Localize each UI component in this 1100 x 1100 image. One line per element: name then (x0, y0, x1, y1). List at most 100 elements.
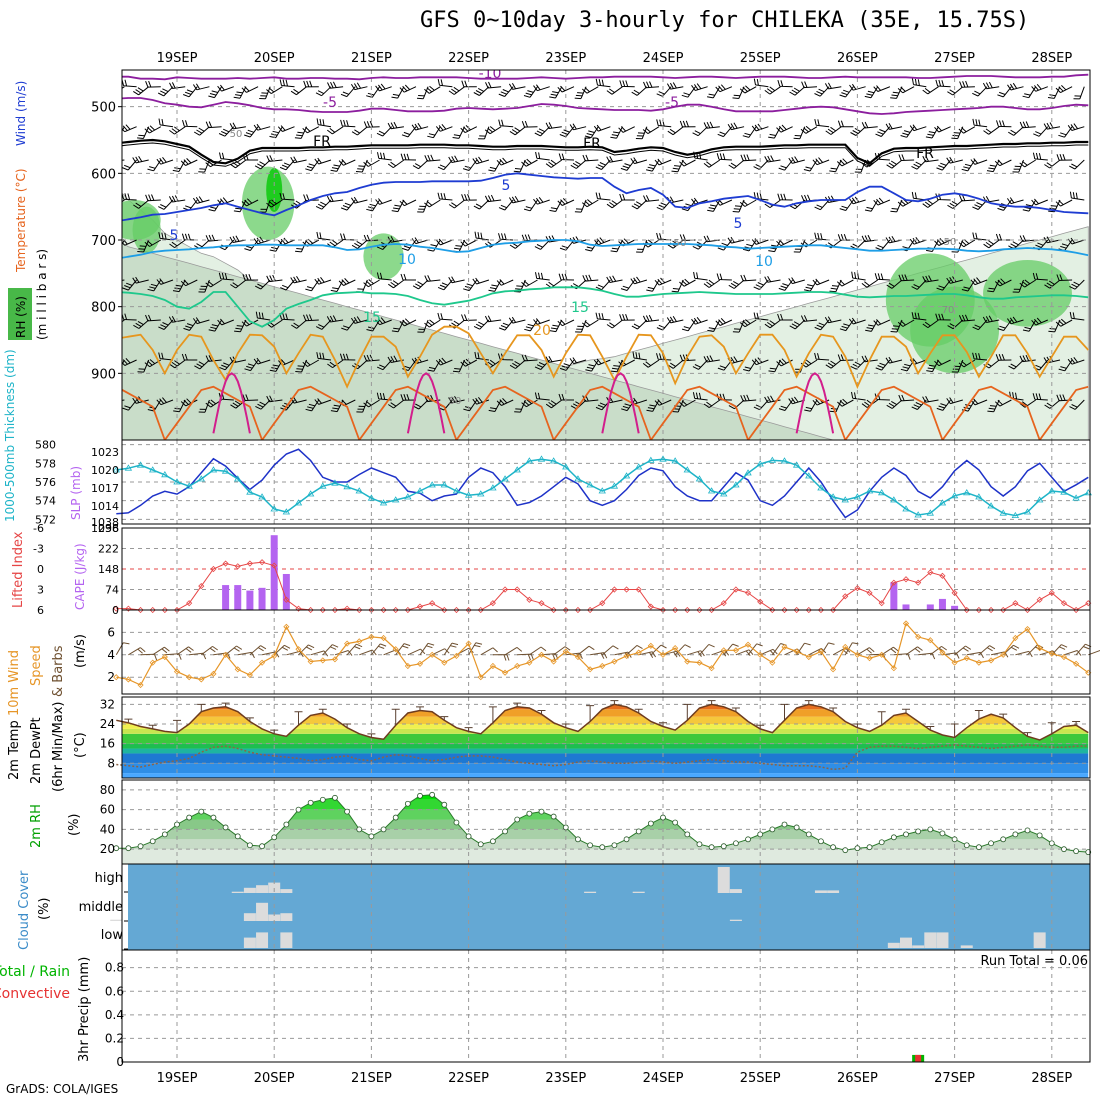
wind-barb (934, 359, 951, 367)
wind-barb (922, 199, 939, 208)
wind-barb (122, 126, 125, 132)
y-tick-label: 8 (107, 756, 115, 770)
wind-barb (861, 234, 878, 243)
lifted-index-marker (757, 598, 764, 605)
lifted-index-marker (489, 600, 496, 607)
wind-barb (1019, 159, 1036, 168)
wind-barb (814, 319, 830, 331)
wind-barb (234, 319, 247, 333)
wind-barb (1073, 86, 1085, 100)
rh2m-marker (502, 828, 508, 835)
wind10m-marker (830, 666, 837, 673)
wind-barb (595, 279, 611, 291)
wind-barb (137, 239, 150, 253)
rh2m-marker (356, 826, 363, 833)
wind-barb (339, 353, 356, 361)
temp-minmax-bar (513, 702, 522, 707)
cape-bar (222, 585, 230, 610)
temp-minmax-bar (659, 722, 667, 727)
temp-minmax-bar (853, 723, 862, 728)
wind-barb (549, 86, 563, 99)
wind-barb (140, 653, 158, 661)
wind-barb (508, 83, 526, 90)
date-label-top: 27SEP (934, 51, 975, 66)
slp-marker (501, 475, 509, 482)
cloud-block (827, 890, 840, 893)
wind-barb (399, 199, 417, 207)
wind-barb (764, 155, 781, 163)
wind-barb (416, 86, 429, 100)
wind-barb (424, 85, 441, 94)
rh2m-marker (380, 826, 387, 833)
wind10m-marker (137, 681, 144, 689)
wind-barb (411, 237, 429, 245)
wind-barb (951, 126, 964, 140)
wind-barb (970, 277, 988, 286)
wind-barb (619, 314, 635, 321)
wind10m-marker (173, 668, 181, 675)
wind-barb (707, 199, 721, 212)
contour-label: 50 (674, 238, 687, 249)
wind-barb (654, 158, 672, 166)
cloud-block (960, 945, 973, 948)
wind-barb (873, 319, 891, 326)
slp-marker (829, 493, 837, 500)
ylabel-cloud: Cloud Cover (17, 870, 32, 950)
wind-barb (158, 319, 174, 330)
cloud-block (280, 932, 293, 948)
wind-barb (559, 126, 575, 138)
temp2m-ylabel: 2m Temp 2m DewPt (6hr Min/Max) (°C) (7, 702, 88, 792)
wind-barb (346, 643, 363, 656)
wind-barb (534, 359, 551, 370)
wind-barb (448, 395, 465, 404)
cloud-block (268, 882, 281, 893)
wind-barb (577, 645, 595, 656)
wind-barb (128, 647, 146, 656)
wind-barb (836, 279, 854, 287)
wind-barb (290, 156, 307, 164)
wind10m-marker (975, 659, 982, 666)
slp-marker (221, 467, 230, 474)
wind-barb (575, 319, 587, 333)
wind-barb (851, 271, 866, 281)
wind-barb (951, 359, 964, 373)
wind-barb (253, 236, 271, 245)
wind-barb (295, 359, 308, 373)
rh2m-marker (866, 844, 873, 851)
wind-barb (1008, 239, 1024, 250)
temp-minmax-bar (683, 703, 692, 721)
rh2m-marker (611, 842, 618, 849)
lifted-index-marker (1036, 596, 1043, 603)
wind-barb (122, 279, 137, 291)
cape-bar (890, 582, 898, 610)
temp-band (122, 728, 1089, 734)
ylabel-text: (m/s) (73, 634, 88, 668)
wind-barb (601, 645, 619, 656)
cloud-block (814, 890, 827, 893)
wind10m-marker (623, 652, 630, 659)
cloud-block (243, 887, 256, 893)
wind-barb (800, 125, 818, 134)
wind-barb (356, 399, 368, 413)
wind-barb (473, 86, 490, 96)
lifted-index-marker (526, 596, 533, 603)
wind-barb (249, 645, 267, 656)
lifted-index-marker (271, 562, 278, 569)
rh2m-marker (587, 842, 593, 849)
wind-barb (484, 126, 502, 135)
wind-barb (874, 273, 890, 281)
cloud-block (936, 932, 949, 948)
wind-barb (205, 355, 222, 362)
wind-barb (1022, 199, 1037, 212)
wind-barb (534, 392, 550, 401)
wind-barb (900, 359, 915, 372)
rh2m-marker (890, 834, 897, 841)
cape-bar (951, 605, 959, 610)
wind-barb (427, 126, 441, 139)
lifted-index-marker (939, 572, 946, 579)
wind-barb (102, 87, 113, 99)
wind-barb (935, 79, 951, 88)
rh2m-marker (963, 842, 970, 849)
rh2m-marker (805, 831, 812, 838)
rh2m-marker (489, 838, 496, 845)
